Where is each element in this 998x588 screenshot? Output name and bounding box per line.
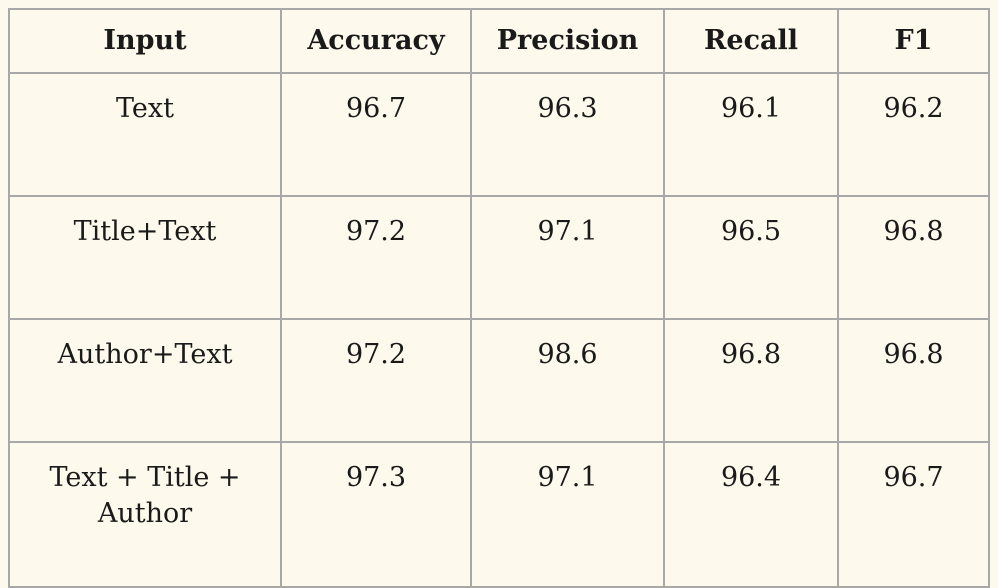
cell-accuracy: 97.3 — [280, 441, 472, 588]
cell-f1: 96.8 — [837, 318, 990, 443]
column-header-precision: Precision — [470, 8, 665, 74]
cell-f1: 96.2 — [837, 72, 990, 197]
cell-recall: 96.8 — [663, 318, 839, 443]
column-header-recall: Recall — [663, 8, 839, 74]
cell-recall: 96.1 — [663, 72, 839, 197]
cell-precision: 96.3 — [470, 72, 665, 197]
table-row: Author+Text 97.2 98.6 96.8 96.8 — [8, 318, 990, 443]
cell-recall: 96.5 — [663, 195, 839, 320]
header-row: Input Accuracy Precision Recall F1 — [8, 8, 990, 74]
cell-precision: 97.1 — [470, 441, 665, 588]
cell-precision: 98.6 — [470, 318, 665, 443]
cell-input: Text + Title + Author — [8, 441, 282, 588]
cell-f1: 96.7 — [837, 441, 990, 588]
cell-accuracy: 97.2 — [280, 195, 472, 320]
cell-accuracy: 96.7 — [280, 72, 472, 197]
cell-input: Text — [8, 72, 282, 197]
column-header-accuracy: Accuracy — [280, 8, 472, 74]
column-header-input: Input — [8, 8, 282, 74]
table-row: Title+Text 97.2 97.1 96.5 96.8 — [8, 195, 990, 320]
cell-precision: 97.1 — [470, 195, 665, 320]
cell-input: Title+Text — [8, 195, 282, 320]
cell-f1: 96.8 — [837, 195, 990, 320]
cell-accuracy: 97.2 — [280, 318, 472, 443]
table-row: Text + Title + Author 97.3 97.1 96.4 96.… — [8, 441, 990, 588]
cell-recall: 96.4 — [663, 441, 839, 588]
column-header-f1: F1 — [837, 8, 990, 74]
results-table: Input Accuracy Precision Recall F1 Text … — [8, 8, 990, 588]
table-row: Text 96.7 96.3 96.1 96.2 — [8, 72, 990, 197]
results-table-container: Input Accuracy Precision Recall F1 Text … — [8, 8, 990, 588]
cell-input: Author+Text — [8, 318, 282, 443]
